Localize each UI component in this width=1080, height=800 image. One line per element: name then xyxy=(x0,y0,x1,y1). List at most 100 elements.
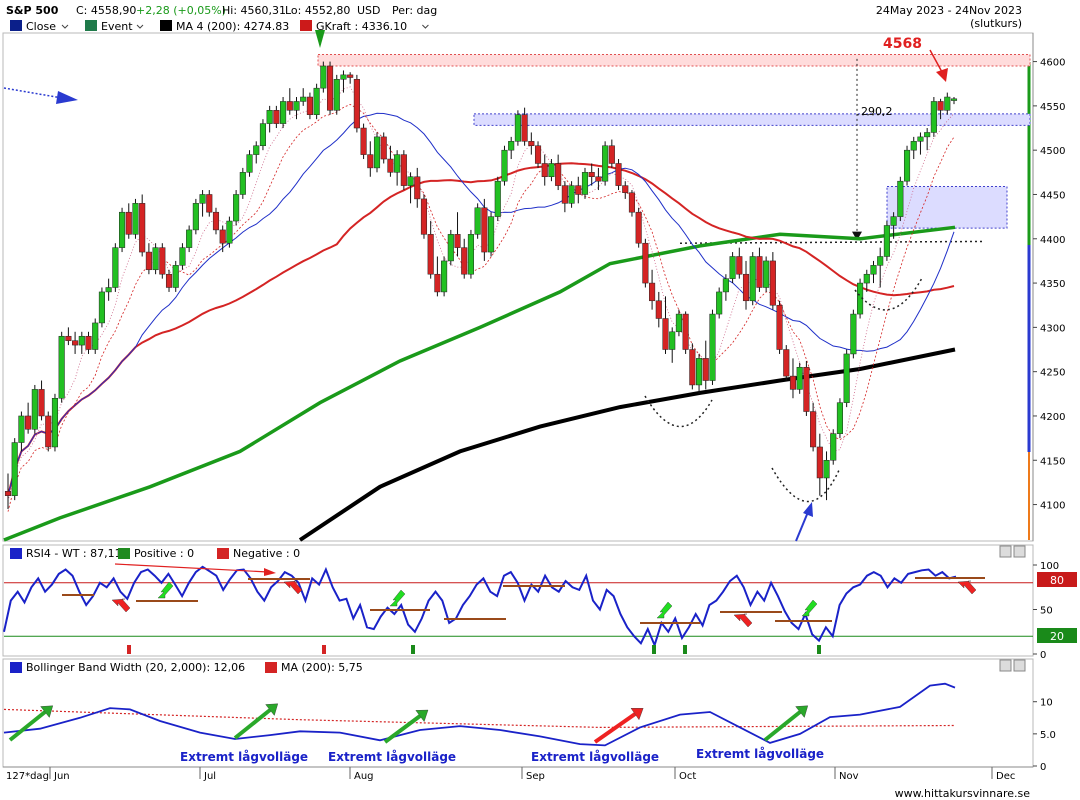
close-value: C: 4558,90 xyxy=(76,4,136,17)
bbw-arrow-line xyxy=(233,708,272,740)
blue-up-arrow-line xyxy=(795,511,809,542)
candle xyxy=(427,221,434,279)
bbw-arrow-line xyxy=(593,712,637,744)
candle-body xyxy=(903,149,911,182)
candle-body xyxy=(347,74,354,78)
candle-body xyxy=(803,366,810,412)
chevron-down-icon[interactable] xyxy=(136,24,144,29)
top-label: 4568 xyxy=(883,36,922,52)
bbw-panel-frame xyxy=(2,658,1034,768)
candle xyxy=(347,72,354,84)
legend-item[interactable]: MA 4 (200): 4274.83 xyxy=(160,20,308,33)
candle xyxy=(615,159,622,191)
candle xyxy=(796,362,803,394)
close-icon[interactable] xyxy=(1013,659,1026,672)
candle xyxy=(233,190,240,226)
bbw-arrow-line xyxy=(383,714,422,744)
candle-body xyxy=(561,185,568,204)
chevron-down-icon[interactable] xyxy=(61,24,69,29)
period-label: Per: dag xyxy=(392,4,437,17)
candle-body xyxy=(105,287,112,293)
candle xyxy=(548,159,555,182)
candle xyxy=(588,163,595,186)
candle xyxy=(373,132,381,173)
candle-body xyxy=(488,216,495,253)
candle xyxy=(152,243,159,275)
candle-body xyxy=(192,203,199,231)
legend-swatch xyxy=(118,548,130,559)
resistance-zone-top xyxy=(317,53,1031,67)
candle-body xyxy=(776,304,783,350)
bbw-line xyxy=(3,682,956,747)
currency-label: USD xyxy=(357,4,381,17)
close-icon[interactable] xyxy=(1013,545,1026,558)
y-tick-label: 4200 xyxy=(1040,412,1065,423)
candle-body xyxy=(441,260,448,293)
candle-body xyxy=(132,203,139,235)
bbw-arrow-line xyxy=(8,710,47,742)
legend-item[interactable]: GKraft : 4336.10 xyxy=(300,20,429,33)
rsi-panel-tools[interactable] xyxy=(999,545,1026,558)
candle-body xyxy=(581,172,589,195)
candle xyxy=(514,110,521,146)
candle xyxy=(910,136,917,160)
candle-body xyxy=(447,234,454,262)
candle xyxy=(259,119,267,151)
candle-body xyxy=(212,211,220,231)
candle xyxy=(789,358,797,399)
candle xyxy=(333,74,340,115)
bbw-note-1: Extremt lågvolläge xyxy=(180,750,308,764)
bbw-arrow-head-icon xyxy=(40,705,54,718)
candle-body xyxy=(843,353,850,403)
candle-body xyxy=(259,123,267,146)
legend-label: Close xyxy=(26,20,56,33)
candle-body xyxy=(293,101,300,111)
candle xyxy=(783,345,790,381)
candle-body xyxy=(897,180,904,217)
candle xyxy=(528,132,535,155)
candle-body xyxy=(763,260,770,288)
candle-body xyxy=(615,163,622,186)
candle xyxy=(112,243,119,292)
candle xyxy=(360,123,367,160)
legend-item[interactable]: Close xyxy=(10,20,69,33)
bbw-tick-label: 0 xyxy=(1040,762,1046,773)
x-tick-label: Oct xyxy=(679,771,696,782)
candle-body xyxy=(4,491,12,496)
wrench-icon[interactable] xyxy=(999,545,1012,558)
main-legend: Close Event MA 4 (200): 4274.83 GKraft : 43… xyxy=(10,20,429,33)
candle-body xyxy=(548,163,555,178)
candle xyxy=(353,74,360,133)
candle xyxy=(306,92,313,120)
wrench-icon[interactable] xyxy=(999,659,1012,672)
candle xyxy=(494,176,501,222)
candle xyxy=(132,198,139,239)
candle-body xyxy=(628,192,636,213)
bbw-panel-tools[interactable] xyxy=(999,659,1026,672)
green-up-arrow-icon xyxy=(801,599,818,617)
candle-body xyxy=(280,101,287,124)
legend-item[interactable]: Event xyxy=(85,20,144,33)
candle xyxy=(139,194,146,257)
candle xyxy=(85,331,92,354)
event-bar xyxy=(817,645,821,654)
candle-body xyxy=(320,65,327,89)
candle-body xyxy=(387,158,394,173)
candle xyxy=(367,141,374,177)
candle xyxy=(736,247,743,279)
candle-body xyxy=(816,446,823,479)
candle xyxy=(883,221,890,261)
candle xyxy=(669,327,676,363)
candle-body xyxy=(313,87,320,115)
bbw-arrow-head-icon xyxy=(795,705,809,718)
candle-body xyxy=(233,194,240,222)
bbw-arrow-head-icon xyxy=(415,709,429,723)
candle xyxy=(903,145,911,186)
candle xyxy=(219,225,226,253)
candle-body xyxy=(119,211,126,248)
chevron-down-icon[interactable] xyxy=(422,24,429,29)
candle xyxy=(253,141,260,164)
candle xyxy=(937,98,944,120)
candle-body xyxy=(917,136,924,142)
rsi-line xyxy=(3,565,957,648)
